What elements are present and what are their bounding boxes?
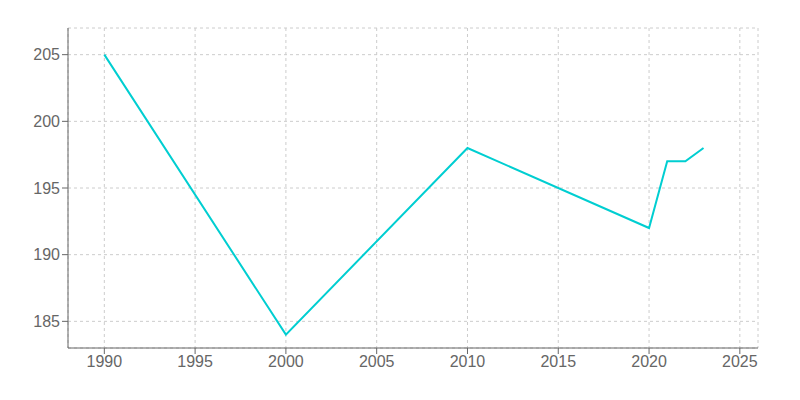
svg-text:1990: 1990: [87, 353, 123, 370]
svg-text:205: 205: [33, 46, 60, 63]
svg-text:2005: 2005: [359, 353, 395, 370]
svg-text:2015: 2015: [540, 353, 576, 370]
svg-text:195: 195: [33, 180, 60, 197]
svg-text:2020: 2020: [631, 353, 667, 370]
svg-text:190: 190: [33, 246, 60, 263]
svg-text:2025: 2025: [722, 353, 758, 370]
svg-text:1995: 1995: [177, 353, 213, 370]
svg-text:200: 200: [33, 113, 60, 130]
svg-text:2010: 2010: [450, 353, 486, 370]
svg-text:185: 185: [33, 313, 60, 330]
svg-text:2000: 2000: [268, 353, 304, 370]
